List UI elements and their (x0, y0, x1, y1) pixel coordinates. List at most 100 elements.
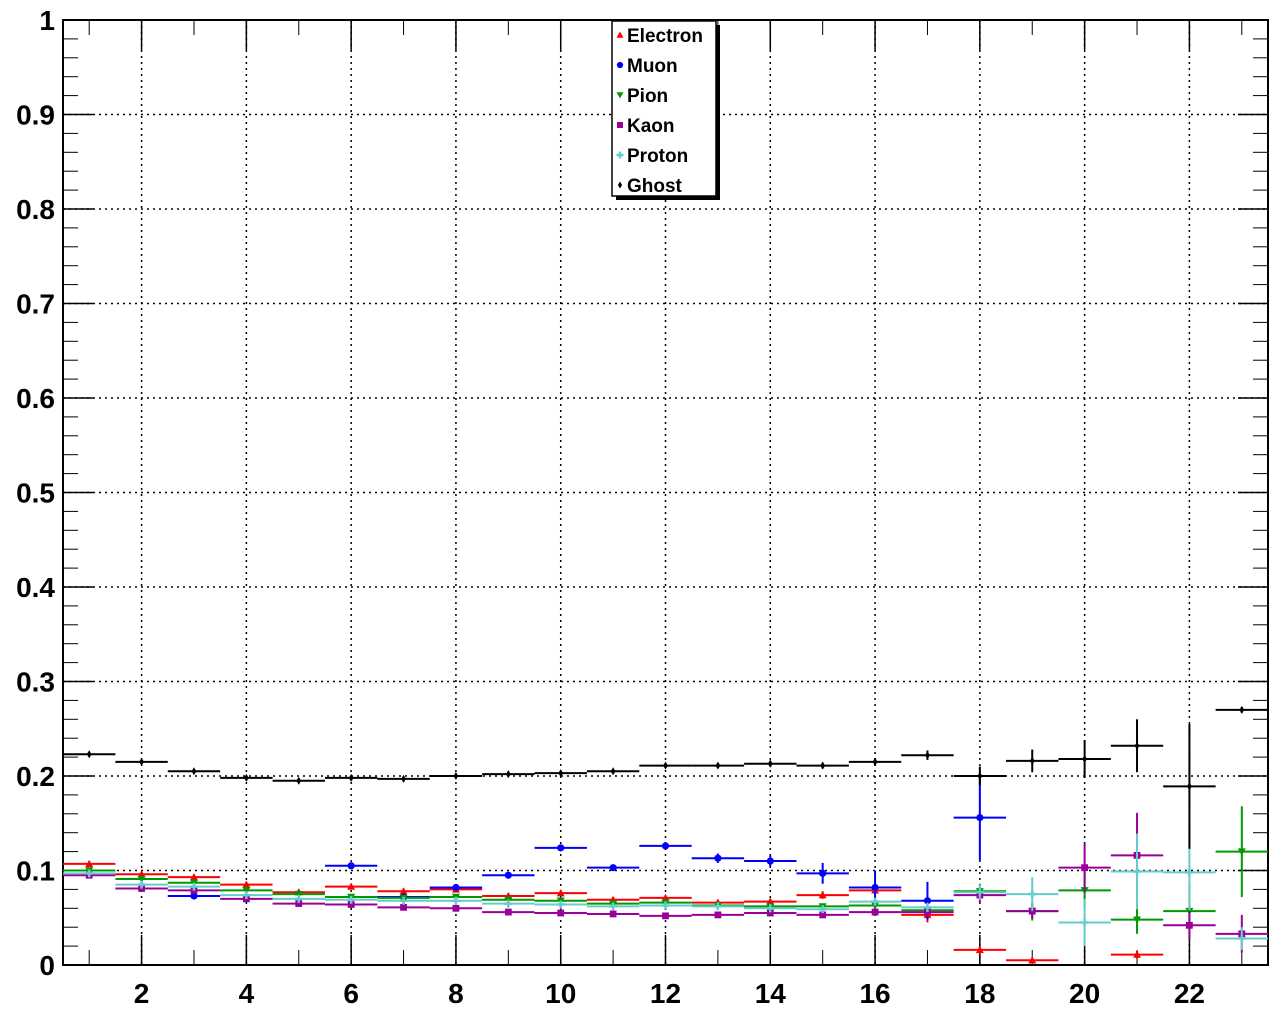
data-point (923, 897, 932, 905)
x-tick-label: 12 (650, 978, 681, 1009)
legend-label-pion: Pion (627, 86, 668, 107)
y-tick-label: 0.9 (16, 100, 55, 131)
legend-marker-electron (616, 31, 624, 38)
x-tick-label: 20 (1069, 978, 1100, 1009)
y-tick-label: 0.3 (16, 667, 55, 698)
y-tick-label: 0.7 (16, 289, 55, 320)
data-point (1239, 705, 1245, 714)
data-point (661, 893, 670, 902)
data-point (505, 770, 511, 779)
data-point (85, 869, 94, 878)
data-point (139, 757, 144, 766)
legend-marker-ghost (617, 181, 623, 189)
series-kaon (63, 812, 1268, 953)
data-point (189, 873, 198, 881)
data-point (294, 890, 303, 899)
data-point (819, 869, 827, 877)
data-point (871, 883, 879, 892)
data-point (137, 870, 146, 878)
y-tick-label: 0.6 (16, 383, 55, 414)
x-tick-label: 10 (545, 978, 576, 1009)
data-point (189, 882, 198, 891)
data-point (609, 864, 617, 872)
data-point (556, 889, 565, 897)
data-point (190, 892, 198, 900)
data-point (1029, 756, 1035, 765)
data-point (1133, 950, 1142, 958)
y-tick-label: 0.1 (16, 856, 55, 887)
data-point (871, 902, 880, 910)
x-tick-label: 2 (134, 978, 150, 1009)
data-point (348, 773, 354, 782)
data-point (399, 896, 408, 905)
grid-layer (63, 20, 1268, 965)
data-point (766, 909, 774, 917)
y-tick-label: 0.8 (16, 194, 55, 225)
data-point (401, 774, 406, 783)
data-point (609, 902, 618, 911)
data-point (243, 773, 249, 782)
series-ghost (63, 705, 1268, 849)
data-point (1185, 868, 1194, 877)
legend-marker-pion (616, 92, 624, 99)
y-tick-label: 0 (39, 950, 55, 981)
data-point (504, 908, 512, 916)
data-point (295, 900, 303, 907)
y-tick-label: 0.4 (16, 572, 55, 603)
x-tick-label: 16 (859, 978, 890, 1009)
data-point (1134, 741, 1140, 750)
x-tick-label: 6 (343, 978, 359, 1009)
legend: Electron Muon Pion Kaon Proton Ghost (611, 20, 720, 200)
data-point (86, 750, 92, 759)
data-point (558, 769, 564, 778)
data-point (557, 844, 565, 852)
legend-label-electron: Electron (627, 26, 703, 47)
y-tick-label: 1 (39, 5, 55, 36)
data-point (1080, 918, 1089, 927)
data-point (399, 887, 408, 895)
legend-label-ghost: Ghost (627, 176, 683, 197)
data-point (1237, 934, 1246, 943)
legend-marker-proton (616, 151, 624, 159)
y-tick-label: 0.2 (16, 761, 55, 792)
data-point (242, 887, 251, 895)
data-point (923, 903, 932, 912)
legend-label-kaon: Kaon (627, 116, 675, 137)
x-tick-label: 18 (964, 978, 995, 1009)
data-point (137, 875, 146, 884)
data-point (452, 904, 460, 912)
legend-label-muon: Muon (627, 56, 678, 77)
data-point (85, 859, 94, 868)
data-point (347, 901, 355, 908)
data-point (820, 761, 826, 770)
data-point (347, 882, 356, 890)
data-point (661, 901, 670, 910)
y-tick-label: 0.5 (16, 478, 55, 509)
data-point (1082, 754, 1088, 763)
series-muon (167, 775, 1007, 920)
data-point (871, 897, 880, 906)
data-point (451, 896, 460, 905)
data-point (1237, 848, 1246, 856)
data-point (663, 761, 668, 770)
legend-marker-kaon (617, 122, 623, 128)
data-point (137, 880, 146, 889)
x-tick-label: 22 (1174, 978, 1205, 1009)
data-point (819, 911, 827, 919)
data-point (766, 857, 774, 865)
data-point (975, 888, 984, 897)
data-point (1187, 782, 1192, 791)
x-tick-label: 4 (239, 978, 255, 1009)
data-point (1028, 890, 1037, 899)
data-point (766, 897, 775, 905)
data-point (294, 894, 303, 903)
data-point (1028, 956, 1037, 964)
data-point (715, 761, 721, 770)
data-point (767, 759, 773, 768)
data-point (1133, 916, 1142, 924)
x-tick-label: 14 (755, 978, 787, 1009)
data-point (504, 871, 512, 879)
legend-box (611, 20, 717, 197)
